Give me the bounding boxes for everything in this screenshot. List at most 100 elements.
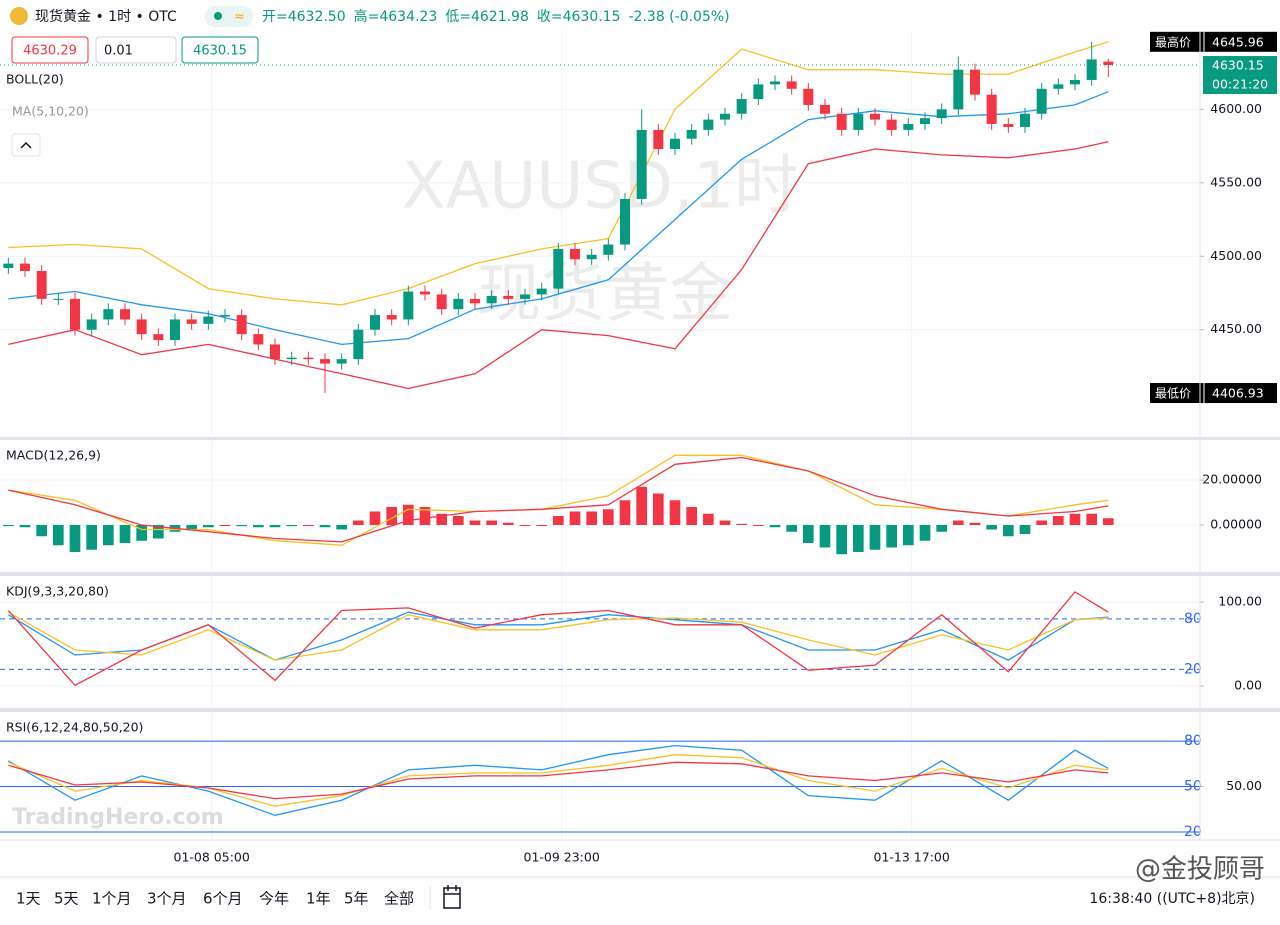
range-button[interactable]: 今年 bbox=[259, 890, 289, 908]
band-label: 50 bbox=[1184, 779, 1202, 795]
qty-box[interactable] bbox=[95, 36, 177, 64]
indicator-line bbox=[7, 591, 1109, 687]
candle-body bbox=[1103, 61, 1114, 66]
histogram-bar bbox=[1003, 525, 1014, 537]
candle-body bbox=[1086, 59, 1097, 80]
band-label: 80 bbox=[1184, 611, 1202, 627]
y-tick-label: 0.00000 bbox=[1210, 517, 1262, 532]
candle-body bbox=[1036, 88, 1047, 114]
histogram-bar bbox=[803, 525, 814, 543]
watermark: 现货黄金 bbox=[477, 258, 733, 332]
candle-body bbox=[386, 315, 397, 320]
candle-body bbox=[936, 109, 947, 119]
range-button[interactable]: 5天 bbox=[54, 890, 79, 908]
clock: 16:38:40 ((UTC+8)北京) bbox=[1089, 891, 1255, 907]
range-button[interactable]: 全部 bbox=[384, 890, 414, 908]
candle-body bbox=[436, 294, 447, 310]
range-button[interactable]: 1个月 bbox=[92, 890, 132, 908]
histogram-bar bbox=[769, 525, 781, 528]
y-tick-label: 20.00000 bbox=[1202, 472, 1262, 487]
histogram-bar bbox=[69, 525, 81, 552]
candle-body bbox=[470, 298, 480, 304]
range-button[interactable]: 1年 bbox=[306, 890, 331, 908]
candle-body bbox=[486, 295, 497, 304]
symbol-icon bbox=[10, 7, 28, 25]
candle-body bbox=[53, 298, 64, 300]
indicator-line bbox=[8, 761, 1109, 800]
ohlc-value: 低=4621.98 bbox=[445, 9, 529, 25]
ohlc-value: 开=4632.50 bbox=[262, 9, 346, 25]
histogram-bar bbox=[536, 525, 547, 527]
sell-box[interactable] bbox=[11, 36, 89, 64]
candle-body bbox=[803, 88, 814, 105]
candle-body bbox=[553, 248, 564, 289]
histogram-bar bbox=[469, 520, 481, 526]
collapse-button[interactable] bbox=[11, 133, 41, 157]
histogram-bar bbox=[53, 525, 64, 546]
candle-body bbox=[570, 248, 580, 260]
last-price: 4630.15 bbox=[1212, 58, 1264, 73]
histogram-bar bbox=[453, 516, 464, 526]
pane-separator bbox=[0, 708, 1280, 712]
histogram-bar bbox=[219, 525, 231, 527]
histogram-bar bbox=[819, 525, 831, 548]
candle-body bbox=[1020, 113, 1030, 127]
histogram-bar bbox=[136, 525, 147, 541]
high-tag-value: 4645.96 bbox=[1212, 34, 1264, 49]
histogram-bar bbox=[986, 525, 997, 530]
y-tick-label: 4550.00 bbox=[1210, 174, 1262, 189]
x-tick-label: 01-09 23:00 bbox=[524, 850, 600, 865]
candle-body bbox=[836, 113, 847, 130]
histogram-bar bbox=[519, 525, 531, 527]
histogram-bar bbox=[686, 507, 697, 526]
countdown-box bbox=[1203, 75, 1277, 95]
range-button[interactable]: 3个月 bbox=[147, 890, 187, 908]
candle-body bbox=[536, 288, 547, 295]
histogram-bar bbox=[86, 525, 97, 550]
candle-body bbox=[253, 334, 264, 345]
candle-body bbox=[70, 298, 80, 330]
indicator-line bbox=[8, 141, 1109, 390]
histogram-bar bbox=[319, 525, 331, 528]
range-button[interactable]: 5年 bbox=[344, 890, 369, 908]
histogram-bar bbox=[586, 511, 597, 526]
y-tick-label: 4450.00 bbox=[1210, 321, 1262, 336]
candle-body bbox=[670, 138, 680, 150]
pane-title: KDJ(9,3,3,20,80) bbox=[6, 584, 109, 599]
candle-body bbox=[453, 298, 464, 310]
histogram-bar bbox=[653, 493, 664, 526]
histogram-bar bbox=[203, 525, 214, 528]
candle-body bbox=[320, 359, 330, 364]
candle-body bbox=[686, 129, 697, 139]
histogram-bar bbox=[503, 522, 514, 526]
histogram-bar bbox=[1019, 525, 1031, 534]
high-tag-box bbox=[1150, 31, 1277, 52]
y-tick-label: 50.00 bbox=[1226, 778, 1262, 793]
candle-body bbox=[620, 198, 630, 245]
histogram-bar bbox=[719, 520, 731, 526]
histogram-bar bbox=[569, 511, 581, 526]
pane-title: BOLL(20) bbox=[6, 72, 64, 87]
calendar-icon[interactable] bbox=[443, 885, 461, 909]
histogram-bar bbox=[419, 507, 431, 526]
plot-area: 4450.00 4500.00 4550.00 4600.00 BOLL(20) MA(5… bbox=[0, 30, 1277, 865]
candle-body bbox=[186, 319, 197, 324]
candle-body bbox=[3, 263, 14, 269]
range-button[interactable]: 1天 bbox=[16, 890, 41, 908]
histogram-bar bbox=[1053, 516, 1064, 526]
symbol[interactable]: 现货黄金 • 1时 • OTC bbox=[35, 8, 177, 25]
candle-body bbox=[703, 119, 714, 130]
candle-body bbox=[36, 270, 47, 299]
status-pill[interactable] bbox=[205, 6, 253, 27]
band-label: 80 bbox=[1184, 733, 1202, 749]
histogram-bar bbox=[753, 525, 764, 527]
pane-separator bbox=[0, 437, 1280, 440]
status-dot bbox=[214, 12, 222, 20]
indicator-line bbox=[8, 456, 1109, 543]
candle-body bbox=[303, 357, 314, 360]
indicator-line bbox=[7, 744, 1109, 816]
buy-box[interactable] bbox=[181, 36, 259, 64]
histogram-bar bbox=[1069, 513, 1081, 526]
histogram-bar bbox=[286, 525, 297, 527]
range-button[interactable]: 6个月 bbox=[203, 890, 243, 908]
